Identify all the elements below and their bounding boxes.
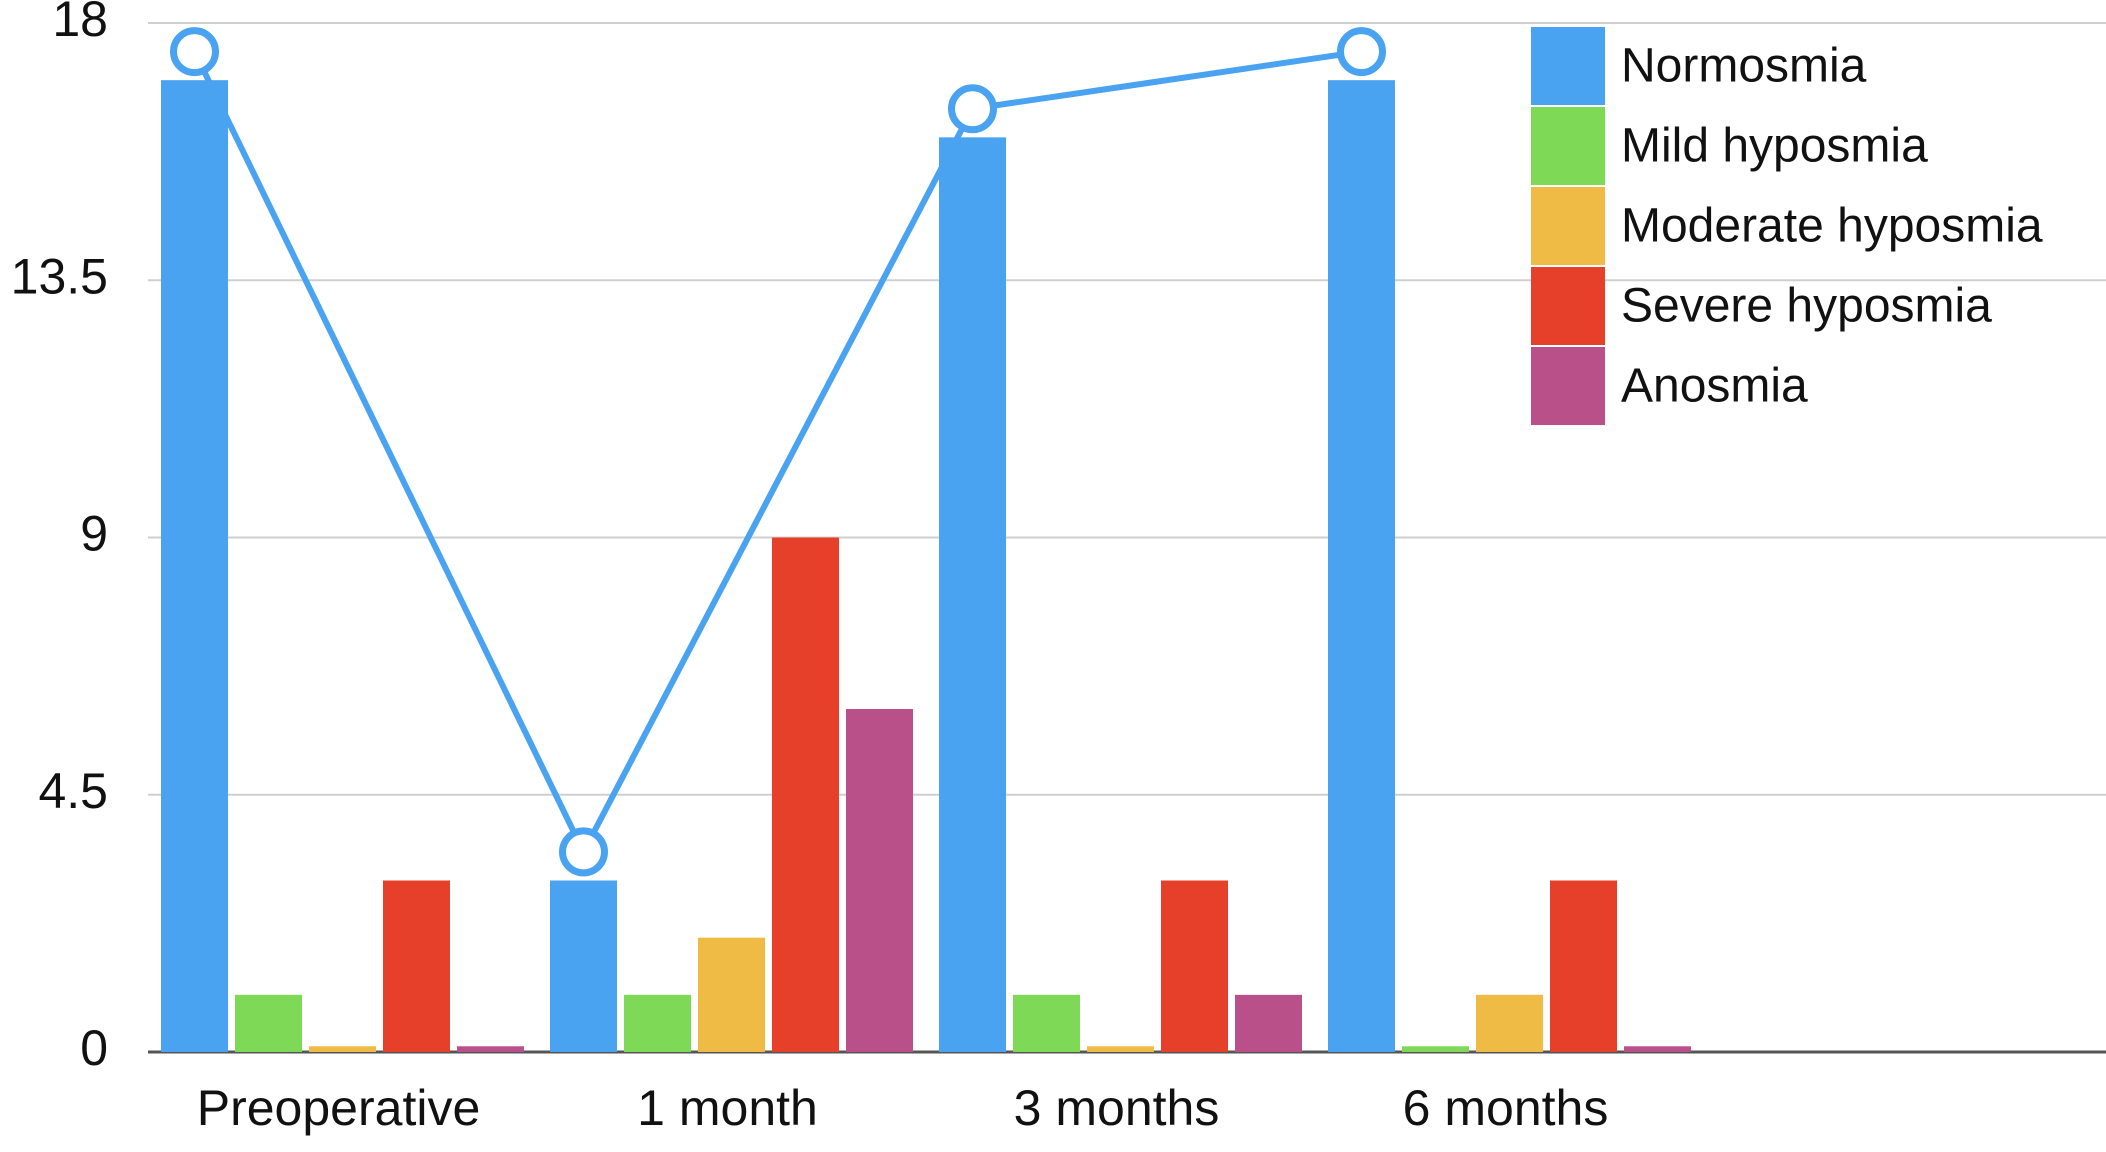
bar (1328, 80, 1395, 1052)
bar (383, 880, 450, 1052)
legend-swatch (1531, 107, 1605, 185)
legend-swatch (1531, 267, 1605, 345)
bar (1624, 1046, 1691, 1052)
x-tick-label: 3 months (1014, 1080, 1220, 1136)
bar (1402, 1046, 1469, 1052)
y-tick-label: 18 (52, 0, 108, 47)
bar (1087, 1046, 1154, 1052)
bar (1550, 880, 1617, 1052)
legend-label: Moderate hyposmia (1621, 200, 2043, 253)
bar (846, 709, 913, 1052)
y-tick-label: 0 (80, 1020, 108, 1076)
line-marker (559, 827, 608, 877)
bar (624, 994, 691, 1052)
bar (772, 537, 839, 1052)
legend-label: Anosmia (1621, 360, 1808, 413)
bar (939, 137, 1006, 1053)
x-tick-label: 6 months (1403, 1080, 1609, 1136)
bar (1161, 880, 1228, 1052)
y-tick-label: 4.5 (38, 763, 108, 819)
bar (161, 80, 228, 1052)
line-marker (948, 84, 997, 134)
legend-swatch (1531, 347, 1605, 425)
legend-swatch (1531, 187, 1605, 265)
line-marker (170, 27, 219, 77)
bar (698, 937, 765, 1052)
line (191, 48, 1362, 859)
legend-label: Normosmia (1621, 40, 1867, 93)
bar (550, 880, 617, 1052)
bar (1235, 994, 1302, 1052)
legend-label: Severe hyposmia (1621, 280, 1992, 333)
legend-label: Mild hyposmia (1621, 120, 1928, 173)
bar (1476, 994, 1543, 1052)
bar (457, 1046, 524, 1052)
y-tick-label: 9 (80, 506, 108, 562)
legend-swatch (1531, 27, 1605, 105)
bar (309, 1046, 376, 1052)
y-tick-label: 13.5 (11, 248, 108, 304)
line-marker (1337, 27, 1386, 77)
bar (1013, 994, 1080, 1052)
x-tick-label: Preoperative (197, 1080, 481, 1136)
bar (235, 994, 302, 1052)
x-tick-label: 1 month (637, 1080, 818, 1136)
